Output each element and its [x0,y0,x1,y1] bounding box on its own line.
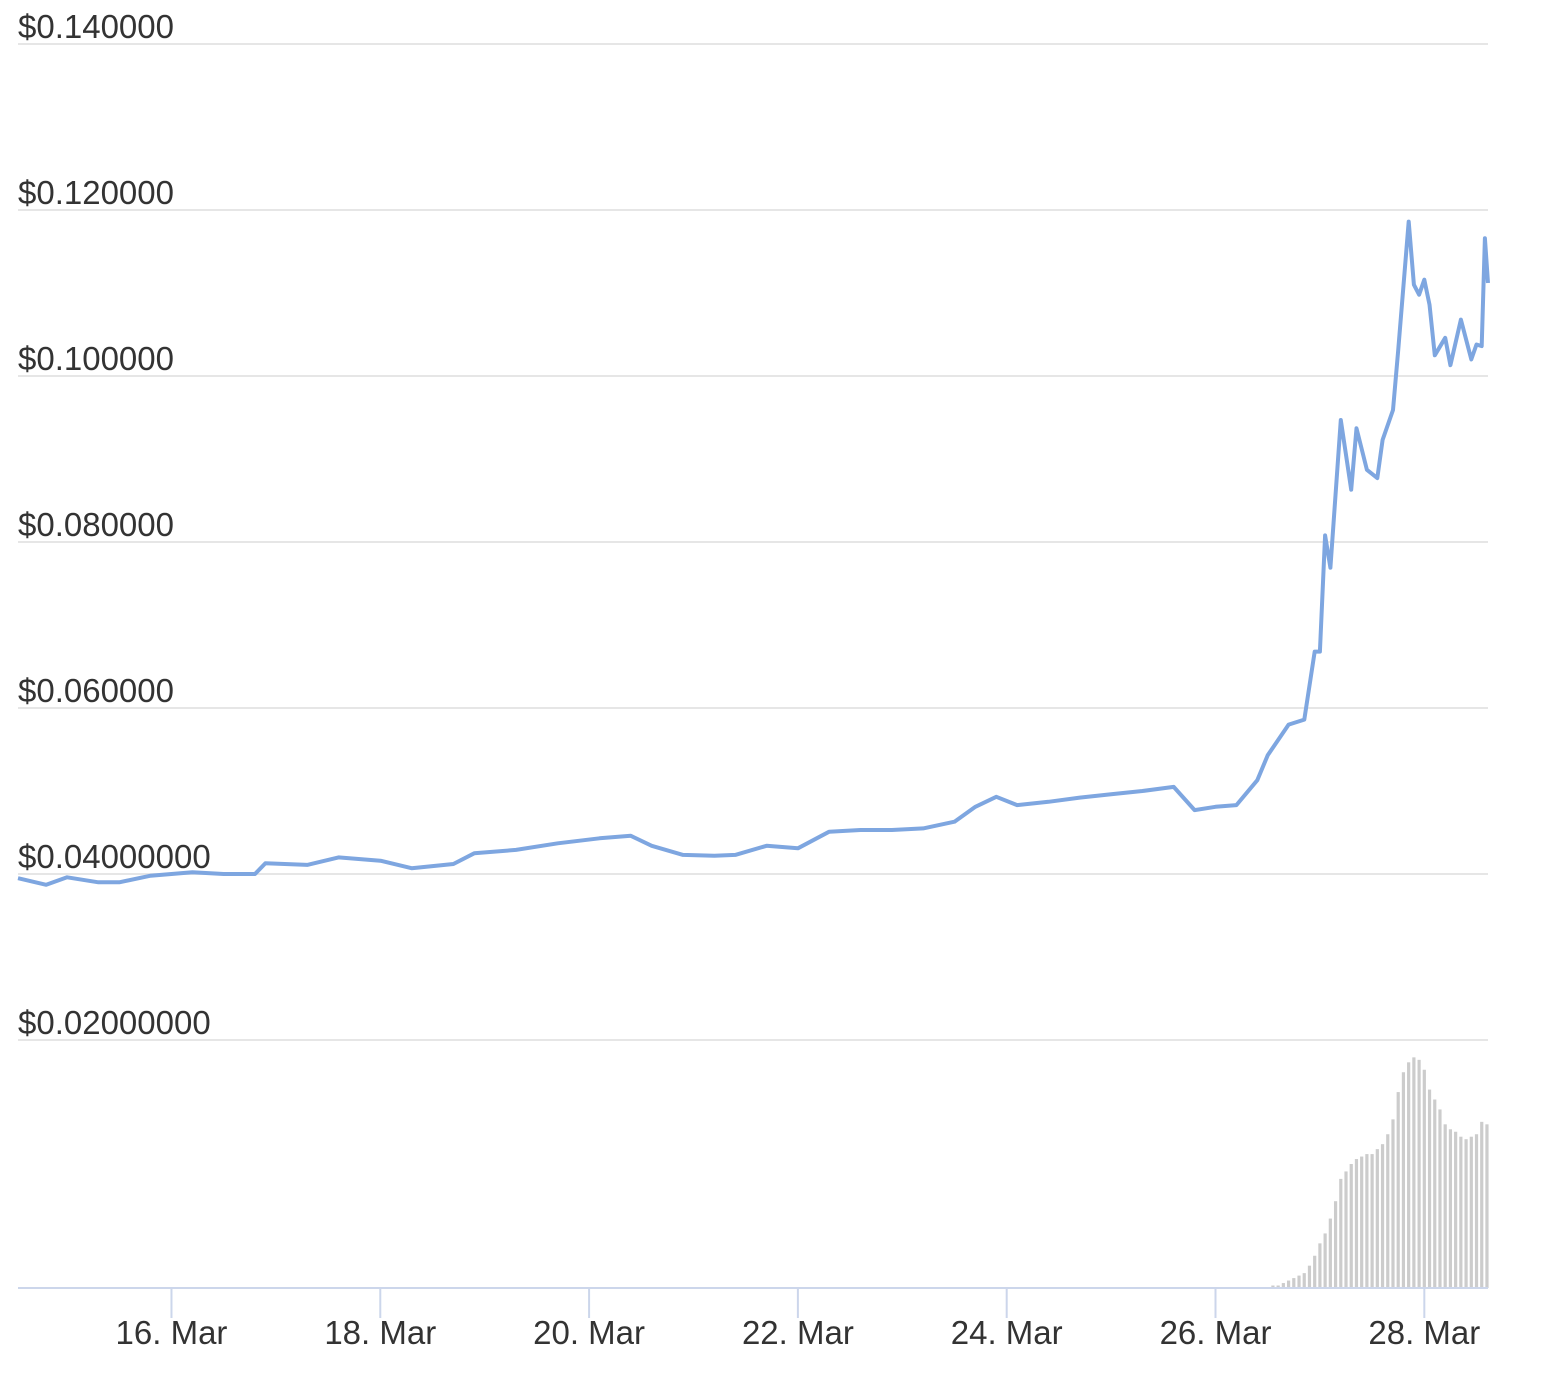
volume-bar [1349,1164,1353,1288]
y-tick-label: $0.140000 [18,8,174,45]
y-tick-label: $0.100000 [18,340,174,377]
volume-bar [1307,1265,1312,1288]
volume-bar [1323,1233,1327,1288]
volume-bar [1417,1059,1421,1288]
x-tick-label: 18. Mar [324,1314,436,1351]
volume-bar [1297,1275,1301,1288]
volume-bar [1380,1144,1385,1288]
volume-bar [1365,1154,1369,1288]
volume-bar [1391,1119,1395,1288]
volume-bar [1433,1099,1437,1288]
price-line [17,219,1490,887]
x-tick-label: 20. Mar [533,1314,645,1351]
y-tick-label: $0.04000000 [18,838,211,875]
volume-bar [1485,1124,1489,1288]
y-tick-label: $0.060000 [18,672,174,709]
x-tick-label: 16. Mar [116,1314,228,1351]
volume-bar [1281,1283,1285,1288]
volume-bar [1339,1178,1343,1288]
volume-bar [1474,1134,1479,1288]
x-tick-label: 28. Mar [1368,1314,1480,1351]
x-tick-label: 22. Mar [742,1314,854,1351]
y-tick-label: $0.120000 [18,174,174,211]
volume-bar [1443,1124,1447,1288]
volume-bar [1422,1069,1426,1288]
y-tick-label: $0.080000 [18,506,174,543]
volume-bar [1375,1149,1379,1288]
volume-bar [1427,1089,1432,1288]
volume-bar [1313,1255,1317,1288]
volume-bar [1459,1136,1463,1288]
volume-bar [1344,1171,1348,1288]
volume-bar [1286,1280,1291,1288]
volume-bar [1292,1278,1296,1288]
volume-bar [1407,1062,1411,1288]
volume-bar [1354,1159,1359,1288]
volume-bar [1276,1285,1280,1288]
volume-bar [1333,1201,1338,1288]
x-tick-label: 26. Mar [1160,1314,1272,1351]
volume-bar [1370,1154,1374,1288]
volume-bar [1412,1057,1416,1288]
volume-bar [1396,1092,1400,1288]
volume-bar [1302,1273,1306,1288]
volume-bar [1318,1243,1322,1288]
volume-bar [1464,1139,1468,1288]
volume-bar [1480,1121,1484,1288]
volume-bar [1438,1109,1442,1288]
volume-bar [1454,1131,1458,1288]
volume-bar [1271,1285,1275,1288]
volume-bar [1386,1134,1390,1288]
volume-bar [1469,1136,1473,1288]
x-tick-label: 24. Mar [951,1314,1063,1351]
volume-bar [1401,1072,1406,1288]
volume-bar [1448,1129,1453,1288]
volume-bar [1360,1156,1364,1288]
volume-bar [1328,1218,1332,1288]
y-tick-label: $0.02000000 [18,1004,211,1041]
